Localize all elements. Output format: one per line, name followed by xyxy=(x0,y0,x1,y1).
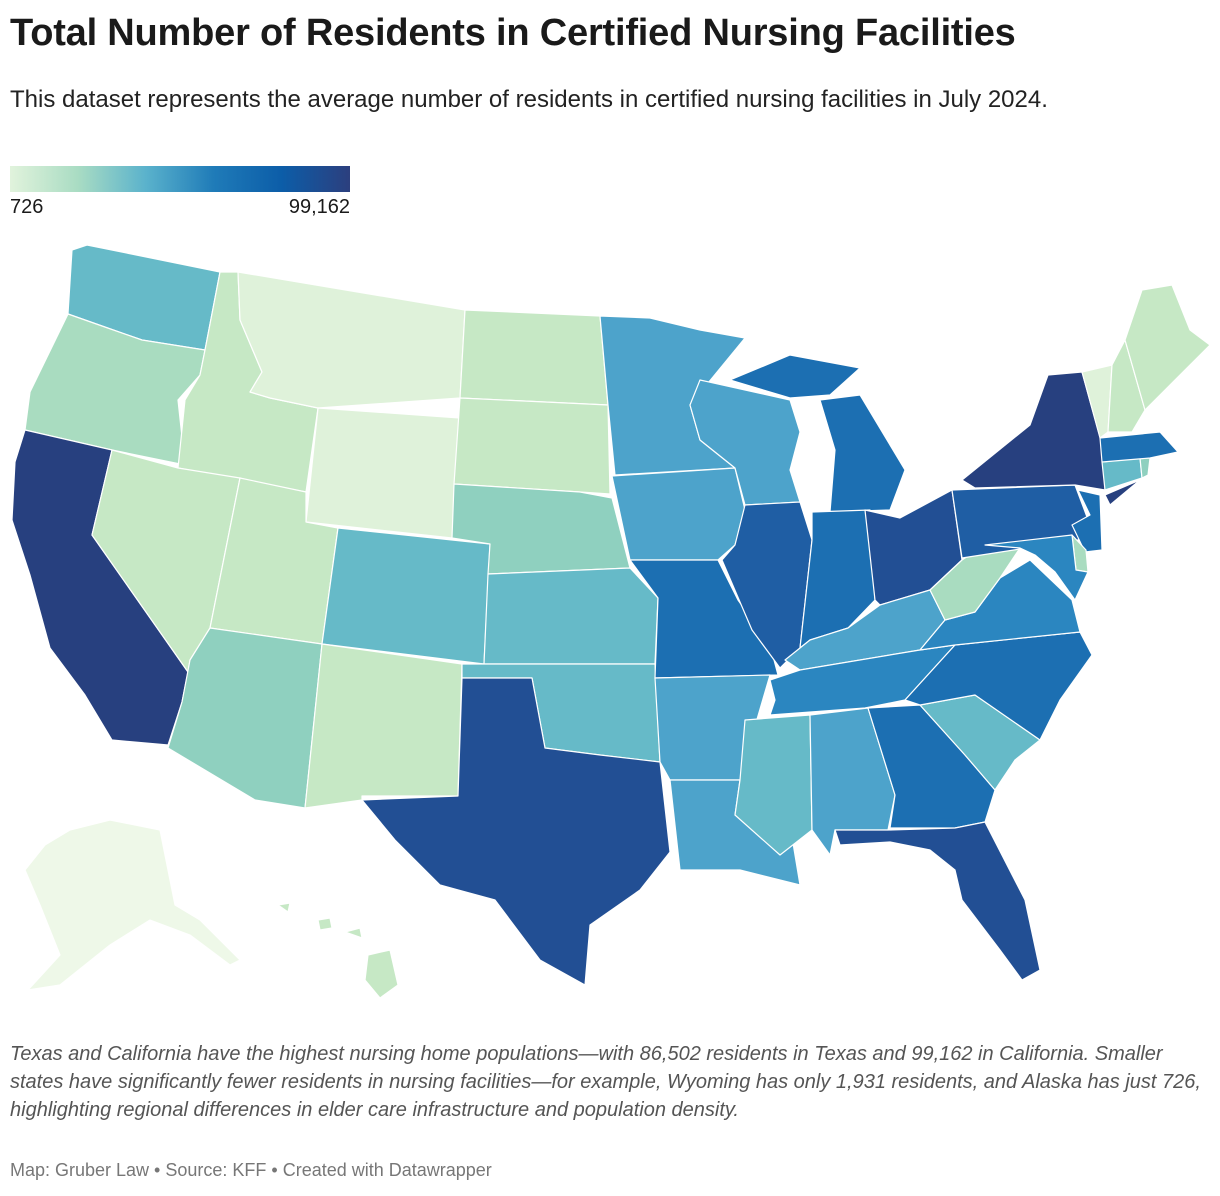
state-FL[interactable] xyxy=(834,821,1041,981)
map-caption: Texas and California have the highest nu… xyxy=(10,1043,1201,1121)
legend-max-label: 99,162 xyxy=(288,196,350,218)
state-ND[interactable] xyxy=(459,309,609,406)
us-choropleth-map xyxy=(11,244,1211,999)
legend-min-label: 726 xyxy=(10,196,44,218)
state-KS[interactable] xyxy=(483,567,659,665)
legend-gradient-bar xyxy=(10,166,350,192)
state-TX[interactable] xyxy=(361,677,671,986)
state-NM[interactable] xyxy=(304,643,463,809)
state-RI[interactable] xyxy=(1139,457,1151,479)
state-HI[interactable] xyxy=(277,902,399,999)
state-IA[interactable] xyxy=(611,467,746,561)
state-ME[interactable] xyxy=(1124,284,1211,411)
state-IL[interactable] xyxy=(721,501,813,669)
state-OR[interactable] xyxy=(24,313,206,466)
state-NH[interactable] xyxy=(1107,339,1146,433)
state-MA[interactable] xyxy=(1099,431,1179,463)
state-WY[interactable] xyxy=(305,407,461,539)
state-SD[interactable] xyxy=(453,397,611,495)
state-MI[interactable] xyxy=(729,354,906,513)
state-MT[interactable] xyxy=(237,271,466,409)
state-CT[interactable] xyxy=(1101,457,1143,491)
chart-title: Total Number of Residents in Certified N… xyxy=(10,12,1016,54)
color-legend: 726 99,162 xyxy=(10,166,350,219)
map-footer: Map: Gruber Law • Source: KFF • Created … xyxy=(10,1160,492,1180)
state-CO[interactable] xyxy=(321,527,491,665)
chart-subtitle: This dataset represents the average numb… xyxy=(10,86,1048,113)
state-MD[interactable] xyxy=(984,534,1089,601)
state-AK[interactable] xyxy=(24,819,241,991)
